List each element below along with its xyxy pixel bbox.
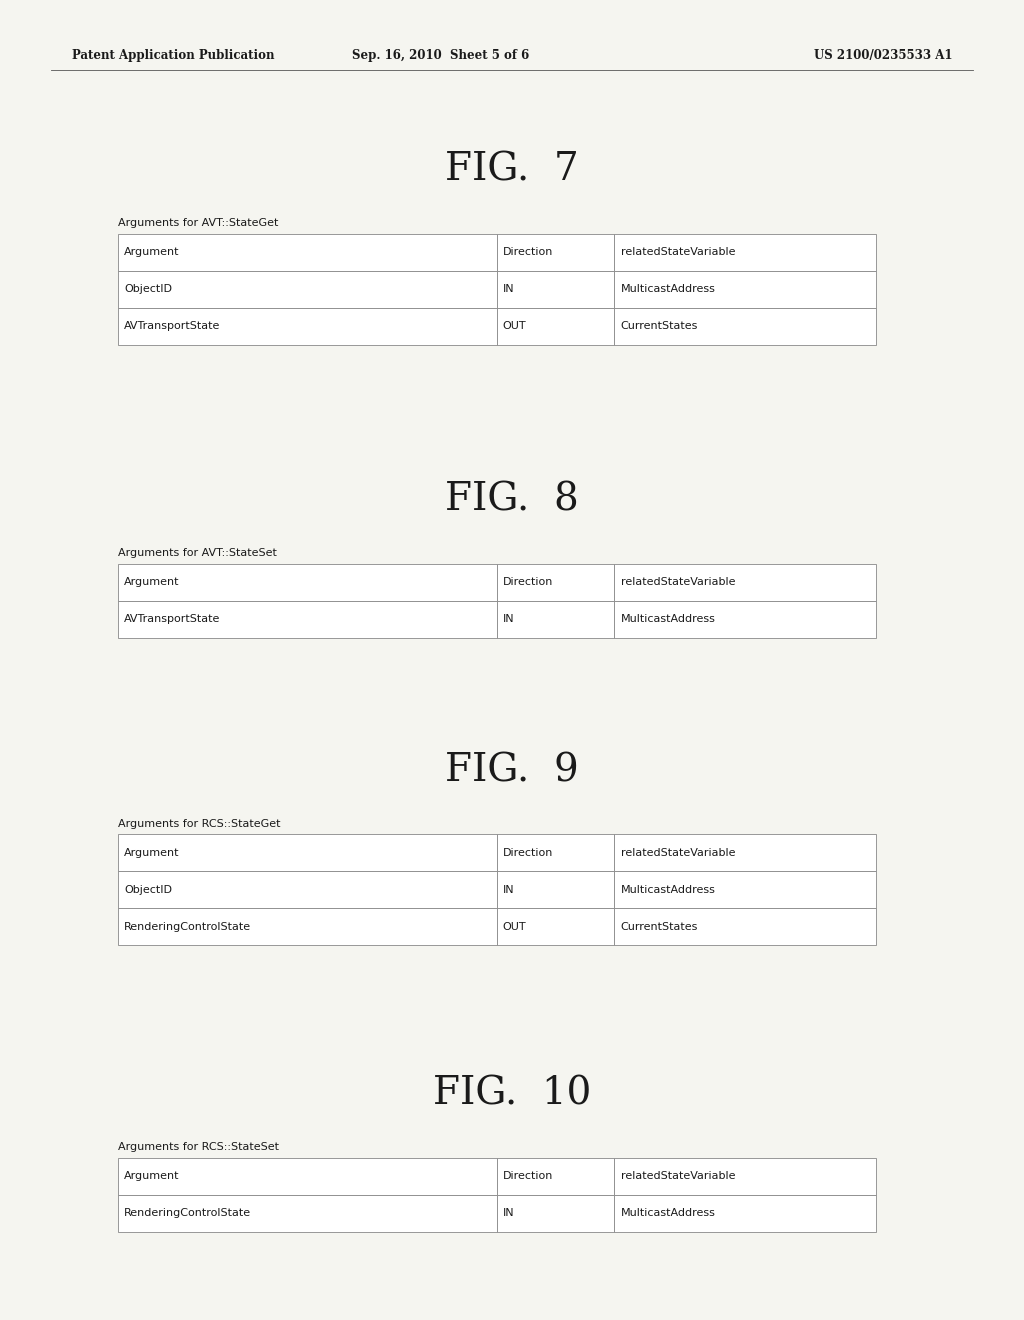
Text: OUT: OUT	[503, 921, 526, 932]
Bar	[614, 271, 876, 308]
Bar	[614, 871, 876, 908]
Text: MulticastAddress: MulticastAddress	[621, 884, 716, 895]
Bar	[118, 1195, 497, 1232]
Text: IN: IN	[503, 884, 514, 895]
Bar	[614, 601, 876, 638]
Text: Arguments for RCS::StateSet: Arguments for RCS::StateSet	[118, 1142, 279, 1152]
Text: IN: IN	[503, 1208, 514, 1218]
Text: Argument: Argument	[124, 577, 179, 587]
Bar	[497, 1158, 614, 1195]
Bar	[118, 834, 497, 871]
Text: Sep. 16, 2010  Sheet 5 of 6: Sep. 16, 2010 Sheet 5 of 6	[351, 49, 529, 62]
Text: RenderingControlState: RenderingControlState	[124, 921, 251, 932]
Bar	[614, 308, 876, 345]
Text: Direction: Direction	[503, 1171, 553, 1181]
Bar	[497, 871, 614, 908]
Text: MulticastAddress: MulticastAddress	[621, 284, 716, 294]
Text: relatedStateVariable: relatedStateVariable	[621, 1171, 735, 1181]
Bar	[497, 601, 614, 638]
Text: ObjectID: ObjectID	[124, 884, 172, 895]
Bar	[497, 271, 614, 308]
Text: Arguments for AVT::StateSet: Arguments for AVT::StateSet	[118, 548, 276, 558]
Bar	[118, 308, 497, 345]
Text: relatedStateVariable: relatedStateVariable	[621, 577, 735, 587]
Text: AVTransportState: AVTransportState	[124, 614, 220, 624]
Text: Direction: Direction	[503, 847, 553, 858]
Bar	[118, 564, 497, 601]
Text: Patent Application Publication: Patent Application Publication	[72, 49, 274, 62]
Text: ObjectID: ObjectID	[124, 284, 172, 294]
Bar	[497, 234, 614, 271]
Text: FIG.  7: FIG. 7	[445, 152, 579, 189]
Text: FIG.  8: FIG. 8	[445, 482, 579, 519]
Bar	[497, 1195, 614, 1232]
Text: Argument: Argument	[124, 847, 179, 858]
Bar	[118, 271, 497, 308]
Text: CurrentStates: CurrentStates	[621, 321, 698, 331]
Text: Arguments for RCS::StateGet: Arguments for RCS::StateGet	[118, 818, 281, 829]
Text: FIG.  10: FIG. 10	[433, 1076, 591, 1113]
Text: FIG.  9: FIG. 9	[445, 752, 579, 789]
Bar	[497, 834, 614, 871]
Text: relatedStateVariable: relatedStateVariable	[621, 847, 735, 858]
Text: CurrentStates: CurrentStates	[621, 921, 698, 932]
Bar	[614, 234, 876, 271]
Text: Direction: Direction	[503, 247, 553, 257]
Text: IN: IN	[503, 614, 514, 624]
Bar	[118, 1158, 497, 1195]
Text: Argument: Argument	[124, 247, 179, 257]
Text: MulticastAddress: MulticastAddress	[621, 1208, 716, 1218]
Bar	[497, 308, 614, 345]
Text: RenderingControlState: RenderingControlState	[124, 1208, 251, 1218]
Text: relatedStateVariable: relatedStateVariable	[621, 247, 735, 257]
Bar	[614, 908, 876, 945]
Bar	[118, 601, 497, 638]
Bar	[614, 564, 876, 601]
Bar	[497, 908, 614, 945]
Text: Argument: Argument	[124, 1171, 179, 1181]
Bar	[118, 234, 497, 271]
Text: IN: IN	[503, 284, 514, 294]
Text: MulticastAddress: MulticastAddress	[621, 614, 716, 624]
Text: OUT: OUT	[503, 321, 526, 331]
Bar	[614, 834, 876, 871]
Bar	[118, 871, 497, 908]
Text: Arguments for AVT::StateGet: Arguments for AVT::StateGet	[118, 218, 279, 228]
Text: AVTransportState: AVTransportState	[124, 321, 220, 331]
Bar	[614, 1158, 876, 1195]
Bar	[614, 1195, 876, 1232]
Text: US 2100/0235533 A1: US 2100/0235533 A1	[814, 49, 952, 62]
Bar	[497, 564, 614, 601]
Text: Direction: Direction	[503, 577, 553, 587]
Bar	[118, 908, 497, 945]
